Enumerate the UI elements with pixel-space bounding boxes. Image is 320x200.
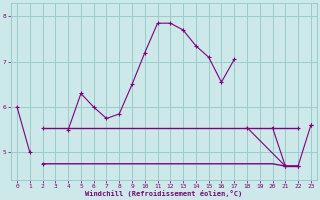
X-axis label: Windchill (Refroidissement éolien,°C): Windchill (Refroidissement éolien,°C): [85, 190, 243, 197]
